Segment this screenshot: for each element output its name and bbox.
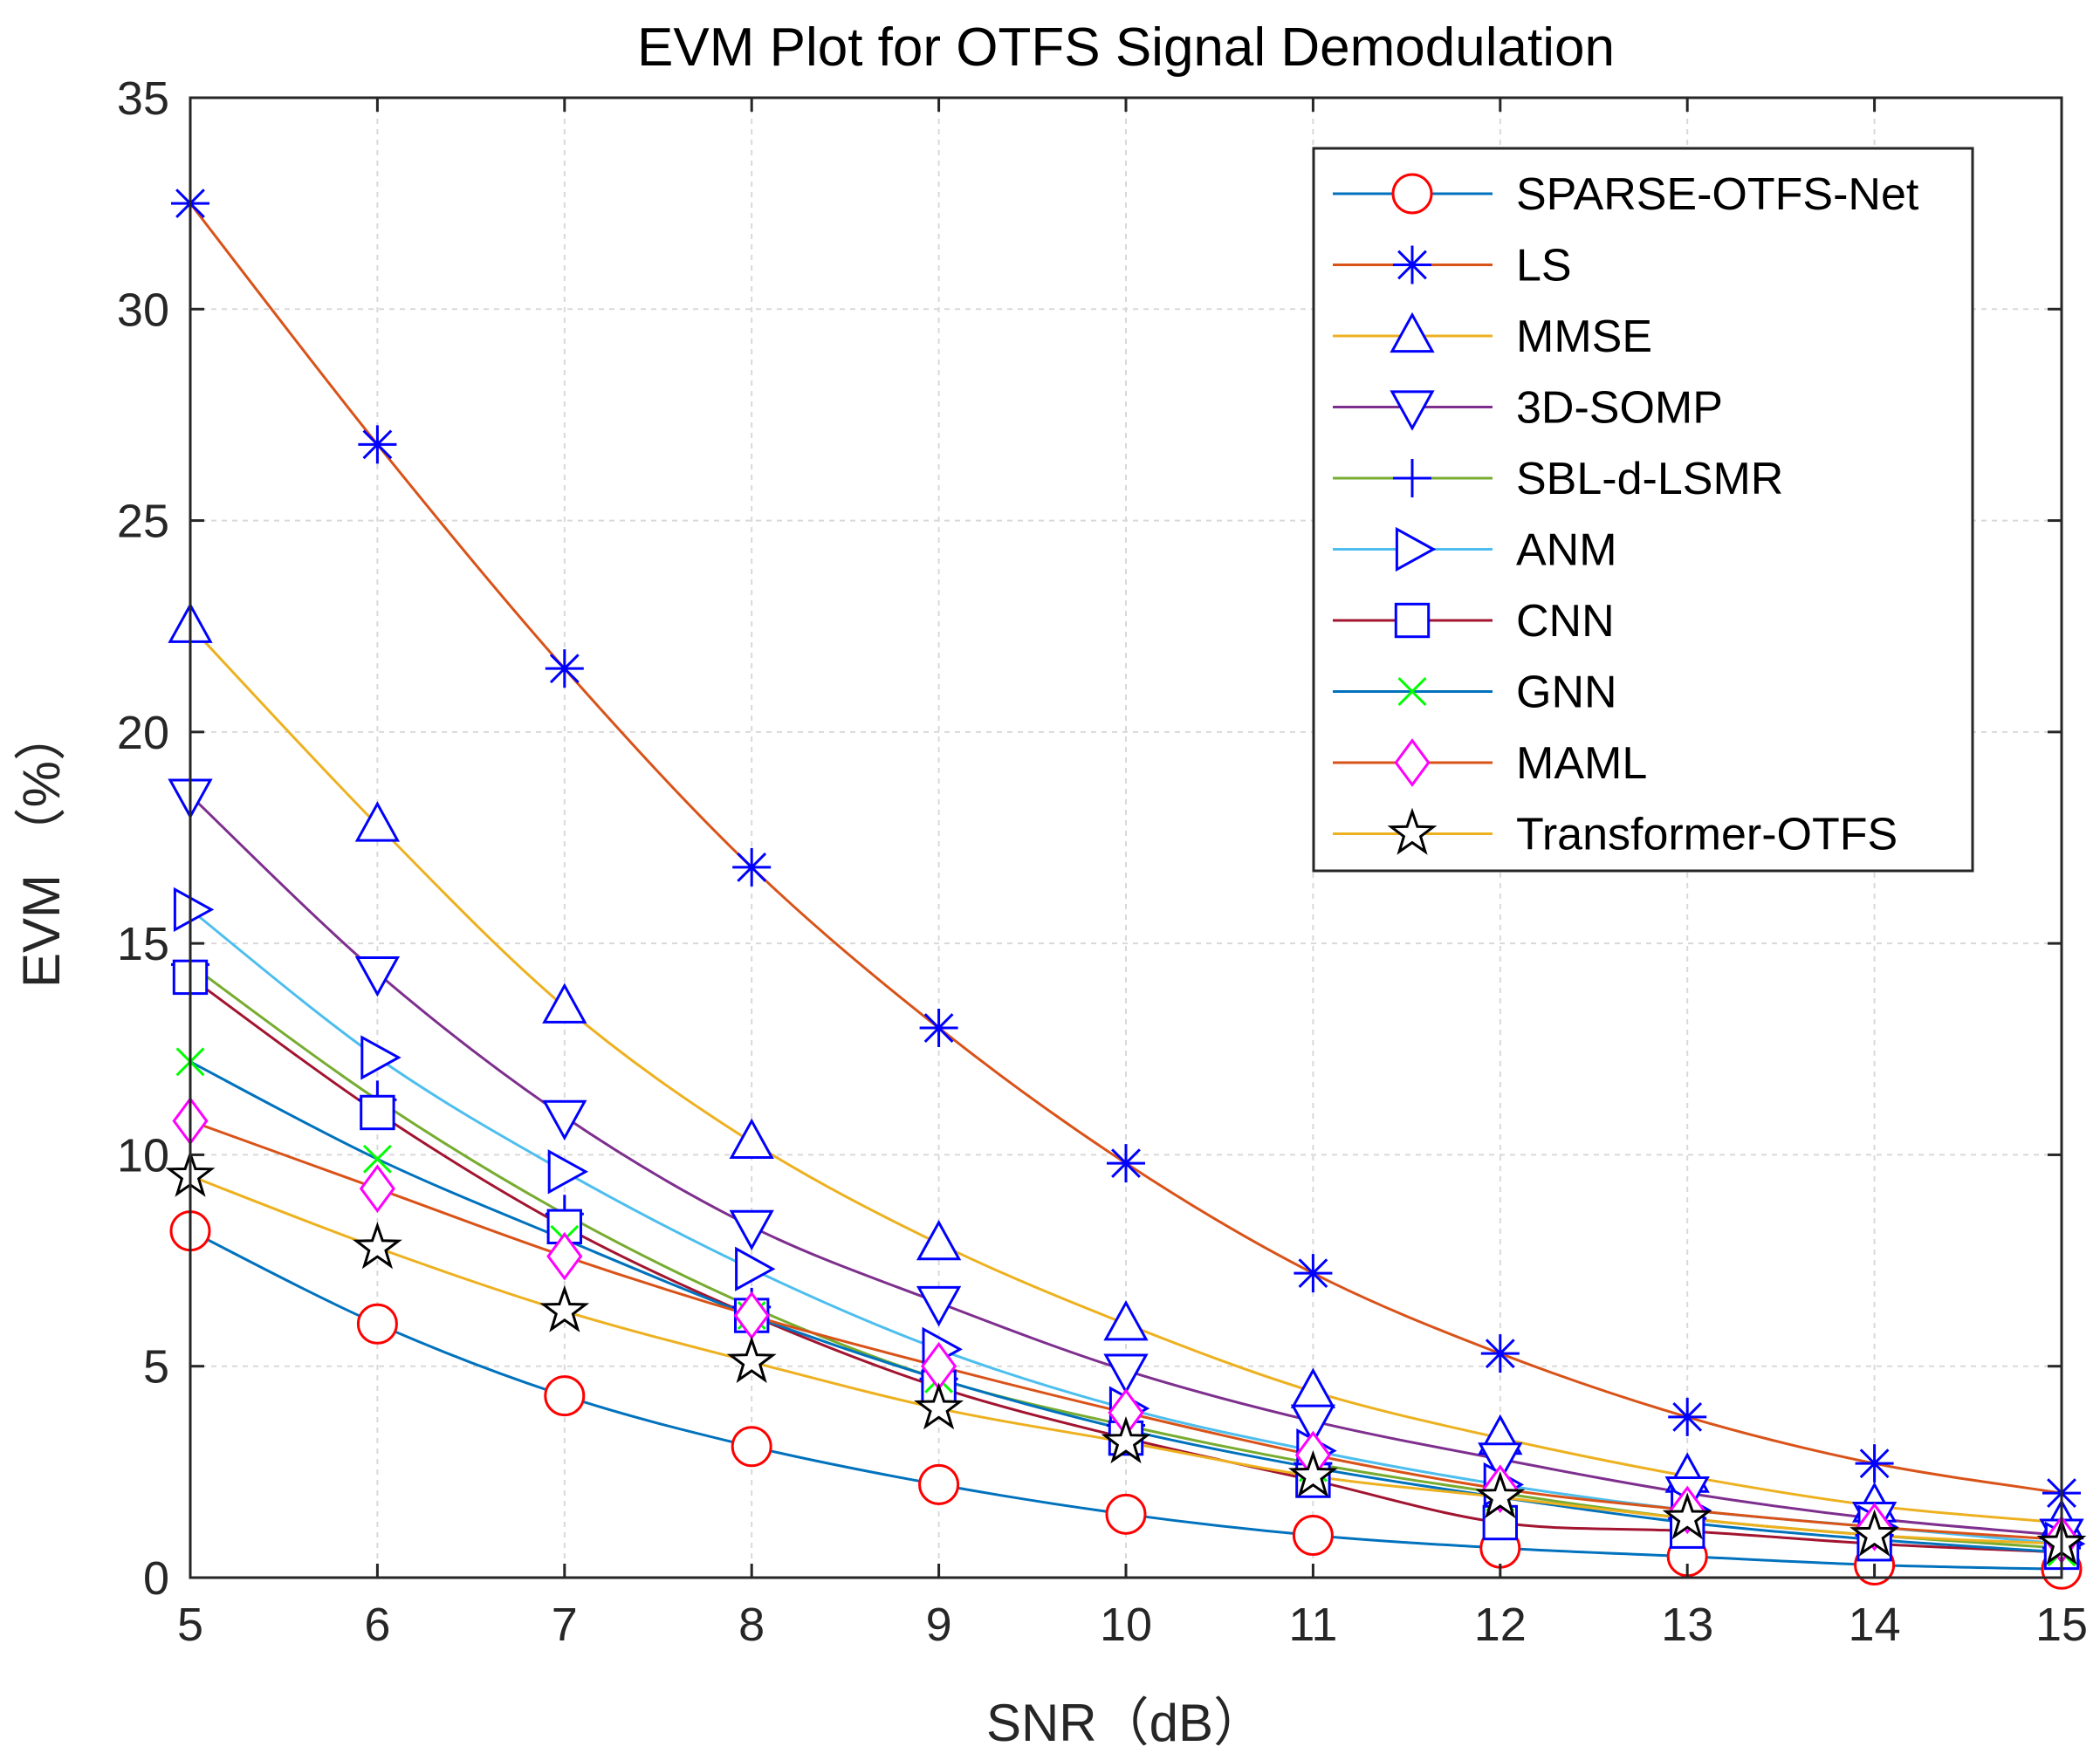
data-point-1-6 [1294, 1254, 1333, 1293]
legend-marker-0 [1391, 173, 1433, 215]
data-point-1-3 [732, 847, 772, 887]
data-point-0-6 [1292, 1515, 1334, 1557]
y-axis-title: EVM （%） [12, 709, 71, 988]
legend: SPARSE-OTFS-Net LS MMSE 3D-SOMP SBL-d-LSMR AN… [1312, 147, 1974, 873]
legend-marker-5 [1395, 526, 1437, 572]
legend-label-8: MAML [1516, 738, 1647, 789]
legend-box [1312, 147, 1974, 873]
y-tick-label: 35 [117, 72, 169, 125]
x-tick-label: 7 [552, 1599, 578, 1651]
y-tick-label: 15 [117, 918, 169, 970]
data-point-1-9 [1855, 1444, 1894, 1483]
data-point-9-3 [726, 1336, 777, 1383]
data-point-2-6 [1290, 1367, 1336, 1408]
data-point-3-6 [1290, 1404, 1336, 1446]
data-point-9-6 [1287, 1449, 1338, 1497]
y-tick-label: 0 [143, 1552, 169, 1605]
legend-marker-6 [1394, 602, 1431, 639]
data-point-9-1 [352, 1222, 402, 1270]
legend-marker-7 [1397, 677, 1427, 706]
series-line-3 [189, 794, 2062, 1537]
legend-label-1: LS [1516, 241, 1572, 291]
legend-marker-2 [1390, 312, 1435, 353]
data-point-5-2 [547, 1149, 589, 1195]
data-point-2-1 [354, 801, 401, 842]
data-point-0-2 [544, 1375, 586, 1417]
x-tick-label: 12 [1474, 1599, 1527, 1651]
x-tick-label: 10 [1100, 1599, 1152, 1651]
data-point-2-4 [916, 1219, 962, 1261]
y-tick-label: 25 [117, 496, 169, 548]
x-tick-label: 9 [926, 1599, 952, 1651]
legend-label-0: SPARSE-OTFS-Net [1516, 169, 1919, 220]
x-tick-label: 5 [177, 1599, 203, 1651]
data-point-8-1 [359, 1164, 395, 1214]
data-point-3-7 [1478, 1442, 1523, 1483]
data-point-1-1 [358, 425, 397, 464]
legend-label-6: CNN [1516, 596, 1615, 647]
data-point-9-4 [914, 1382, 964, 1430]
y-tick-label: 5 [143, 1341, 169, 1394]
data-point-3-1 [354, 955, 401, 997]
data-point-6-1 [360, 1094, 395, 1131]
data-point-5-0 [173, 887, 215, 933]
data-point-0-1 [356, 1303, 398, 1345]
data-point-9-8 [1662, 1492, 1712, 1540]
data-point-0-4 [918, 1463, 960, 1505]
data-point-9-7 [1475, 1471, 1526, 1519]
x-tick-label: 15 [2035, 1599, 2088, 1651]
data-point-3-2 [542, 1099, 587, 1141]
legend-marker-9 [1387, 807, 1438, 855]
legend-marker-8 [1394, 738, 1431, 787]
data-point-3-4 [916, 1285, 962, 1327]
data-point-0-3 [731, 1426, 772, 1468]
data-point-1-5 [1107, 1144, 1145, 1183]
legend-marker-3 [1390, 390, 1435, 431]
legend-label-5: ANM [1516, 525, 1617, 576]
legend-label-4: SBL-d-LSMR [1516, 454, 1783, 504]
data-point-5-3 [735, 1246, 776, 1291]
legend-label-2: MMSE [1516, 312, 1652, 362]
x-tick-label: 11 [1288, 1599, 1337, 1651]
data-point-2-2 [542, 983, 587, 1024]
x-tick-label: 6 [364, 1599, 390, 1651]
series-line-2 [189, 625, 2062, 1524]
legend-label-3: 3D-SOMP [1516, 383, 1723, 434]
chart-title: EVM Plot for OTFS Signal Demodulation [637, 17, 1615, 78]
data-point-1-8 [1668, 1397, 1707, 1436]
data-point-2-3 [729, 1118, 774, 1159]
data-point-8-2 [546, 1231, 583, 1281]
x-axis-title: SNR（dB） [986, 1694, 1266, 1752]
x-tick-label: 8 [738, 1599, 765, 1651]
legend-label-7: GNN [1516, 668, 1617, 718]
legend-marker-4 [1393, 459, 1431, 497]
x-tick-label: 13 [1661, 1599, 1713, 1651]
y-tick-label: 20 [117, 707, 169, 759]
series-line-6 [189, 976, 2062, 1554]
y-tick-label: 30 [117, 284, 169, 336]
data-point-3-5 [1103, 1353, 1149, 1394]
data-point-0-5 [1105, 1493, 1147, 1535]
series-markers [165, 184, 2087, 1590]
data-point-1-7 [1480, 1334, 1520, 1373]
y-tick-label: 10 [117, 1129, 169, 1181]
data-point-9-2 [539, 1284, 590, 1332]
legend-label-9: Transformer-OTFS [1516, 810, 1898, 860]
data-point-9-9 [1850, 1509, 1900, 1557]
data-point-3-3 [729, 1209, 774, 1251]
data-point-2-5 [1103, 1299, 1149, 1341]
series-line-1 [189, 202, 2062, 1495]
x-tick-label: 14 [1849, 1599, 1901, 1651]
data-point-1-2 [545, 649, 584, 688]
data-point-1-4 [919, 1009, 958, 1048]
data-point-9-5 [1101, 1416, 1151, 1464]
data-point-7-1 [362, 1144, 392, 1174]
data-point-5-1 [360, 1035, 401, 1080]
legend-marker-1 [1393, 245, 1431, 284]
